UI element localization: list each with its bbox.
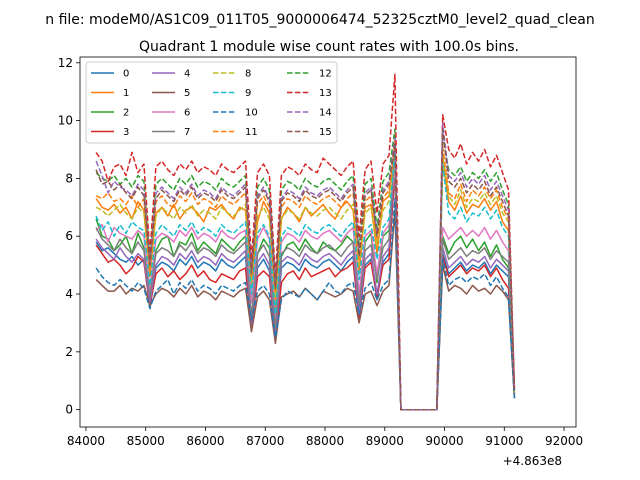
y-tick-label: 2 [65,345,73,359]
x-tick-label: 84000 [67,434,105,448]
series-line-15 [95,128,516,411]
series-line-9 [95,151,516,411]
x-offset-text: +4.863e8 [503,454,562,468]
figure-suptitle: n file: modeM0/AS1C09_011T05_9000006474_… [45,12,594,28]
legend-frame [85,61,338,144]
legend-label-15: 15 [319,127,332,138]
x-tick-label: 90000 [425,434,463,448]
y-tick-label: 6 [65,229,73,243]
y-axis: 0 2 4 6 8 10 12 [58,56,80,417]
series-line-2 [95,166,516,411]
series-layer [95,73,516,411]
series-line-6 [95,163,516,411]
series-line-13 [95,73,516,411]
series-line-4 [95,157,516,411]
legend-label-5: 5 [184,88,190,99]
x-tick-label: 86000 [186,434,224,448]
series-line-0 [95,171,516,411]
legend-label-12: 12 [319,69,332,80]
legend-label-10: 10 [245,108,258,119]
legend-label-14: 14 [319,108,332,119]
x-tick-label: 85000 [127,434,165,448]
x-tick-label: 87000 [246,434,284,448]
y-tick-label: 0 [65,403,73,417]
series-line-7 [95,145,516,411]
axes-title: Quadrant 1 module wise count rates with … [139,39,519,55]
series-line-3 [95,168,516,411]
legend-label-9: 9 [245,88,251,99]
y-tick-label: 10 [58,114,73,128]
series-line-10 [95,197,516,411]
y-tick-label: 4 [65,287,73,301]
y-tick-label: 8 [65,171,73,185]
y-tick-label: 12 [58,56,73,70]
legend-label-6: 6 [184,108,190,119]
legend-label-1: 1 [123,88,129,99]
plot-frame [79,56,577,428]
legend-label-3: 3 [123,127,129,138]
legend-label-2: 2 [123,108,129,119]
legend-label-13: 13 [319,88,332,99]
series-line-14 [95,122,516,411]
x-tick-label: 91000 [485,434,523,448]
legend-label-7: 7 [184,127,190,138]
series-line-11 [95,140,516,411]
legend-label-8: 8 [245,69,251,80]
legend-label-4: 4 [184,69,190,80]
series-line-8 [95,154,516,411]
legend-label-0: 0 [123,69,129,80]
x-tick-label: 89000 [366,434,404,448]
series-line-5 [95,209,516,411]
legend-label-11: 11 [245,127,258,138]
x-tick-label: 92000 [545,434,583,448]
x-axis: 84000 85000 86000 87000 88000 89000 90000 91000… [67,427,583,448]
x-tick-label: 88000 [306,434,344,448]
